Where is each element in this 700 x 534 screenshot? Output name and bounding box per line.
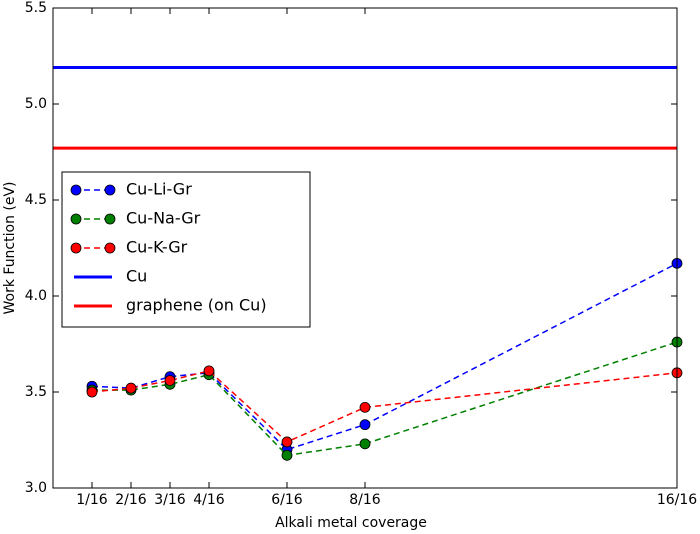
x-tick-label: 1/16 [76,492,108,508]
legend-label: Cu-K-Gr [126,238,188,257]
x-tick-label: 3/16 [154,492,186,508]
series-line [92,341,678,457]
legend-label: graphene (on Cu) [126,296,267,315]
legend-box [61,171,311,328]
data-point [86,386,98,398]
data-point [281,449,293,461]
legend: Cu-Li-Gr Cu-Na-Gr Cu-K-Gr Cu graphene (on Cu… [61,171,311,328]
x-tick-label: 16/16 [657,492,697,508]
data-point [359,401,371,413]
plot-frame [52,7,678,489]
legend-marker [70,242,82,254]
data-point [281,436,293,448]
x-tick-label: 6/16 [271,492,303,508]
legend-label: Cu-Li-Gr [126,180,192,199]
data-point [125,382,137,394]
y-tick-label: 5.5 [25,0,47,16]
data-point [359,438,371,450]
legend-marker [70,184,82,196]
y-tick-label: 3.0 [25,480,47,496]
y-tick-label: 3.5 [25,384,47,400]
legend-marker [104,213,116,225]
series-line [91,370,678,443]
y-axis-label: Work Function (eV) [2,181,18,314]
y-tick-label: 4.5 [25,192,47,208]
data-point [203,365,215,377]
y-tick-label: 4.0 [25,288,47,304]
x-tick-label: 4/16 [193,492,225,508]
legend-label: Cu [126,267,147,286]
x-tick-label: 8/16 [349,492,381,508]
x-axis-label: Alkali metal coverage [275,515,427,531]
legend-marker [104,242,116,254]
x-tick-label: 2/16 [115,492,147,508]
legend-marker [70,213,82,225]
data-point [164,375,176,386]
legend-label: Cu-Na-Gr [126,209,201,228]
legend-marker [104,184,116,196]
y-tick-label: 5.0 [25,96,47,112]
data-point [359,419,371,431]
